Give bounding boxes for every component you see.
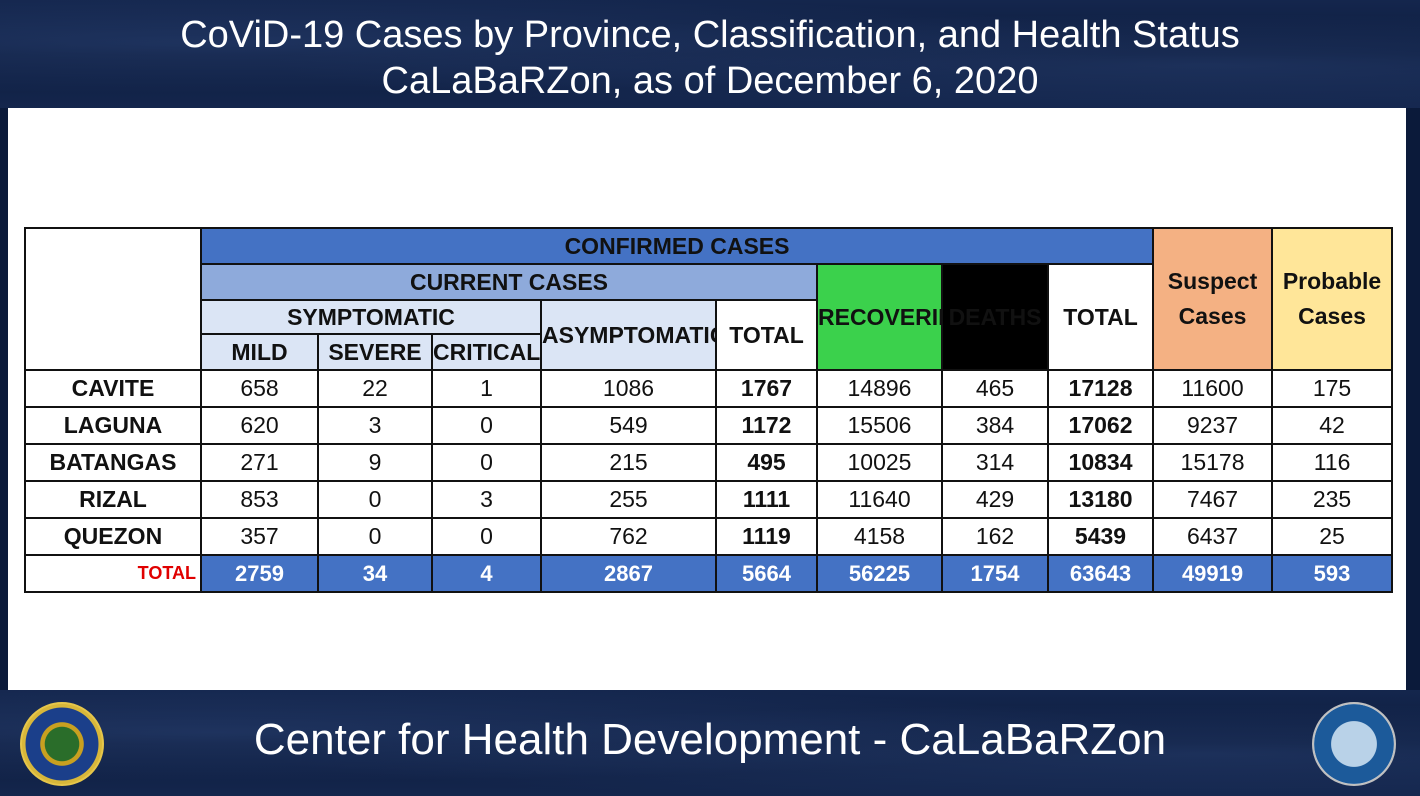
total-current-cell: 1119 xyxy=(715,517,818,556)
total-cell: 10834 xyxy=(1046,443,1155,482)
asymptomatic-cell: 549 xyxy=(540,406,717,445)
table-row: RIZAL 853 0 3 255 1111 11640 429 13180 7… xyxy=(24,480,1394,519)
symptomatic-header: SYMPTOMATIC xyxy=(200,299,542,335)
deaths-cell: 429 xyxy=(941,480,1049,519)
province-name: BATANGAS xyxy=(24,443,202,482)
mild-cell: 658 xyxy=(200,369,319,408)
critical-total: 4 xyxy=(431,554,542,593)
asymptomatic-total: 2867 xyxy=(540,554,717,593)
deaths-cell: 465 xyxy=(941,369,1049,408)
header-banner: CoViD-19 Cases by Province, Classificati… xyxy=(0,0,1420,108)
probable-cell: 175 xyxy=(1271,369,1394,408)
probable-cases-header: Probable Cases xyxy=(1271,227,1394,371)
table-row: LAGUNA 620 3 0 549 1172 15506 384 17062 … xyxy=(24,406,1394,445)
severe-cell: 22 xyxy=(317,369,433,408)
critical-cell: 0 xyxy=(431,517,542,556)
suspect-cell: 9237 xyxy=(1152,406,1274,445)
total-current-total: 5664 xyxy=(715,554,818,593)
recoveries-cell: 10025 xyxy=(816,443,943,482)
mild-cell: 357 xyxy=(200,517,319,556)
total-cell: 17062 xyxy=(1046,406,1155,445)
severe-total: 34 xyxy=(317,554,433,593)
recoveries-cell: 11640 xyxy=(816,480,943,519)
suspect-cell: 6437 xyxy=(1152,517,1274,556)
mild-header: MILD xyxy=(200,333,319,371)
total-current-cell: 495 xyxy=(715,443,818,482)
table-row: CAVITE 658 22 1 1086 1767 14896 465 1712… xyxy=(24,369,1394,408)
deaths-total: 1754 xyxy=(941,554,1049,593)
recoveries-header: RECOVERIES xyxy=(816,263,943,371)
confirmed-cases-header: CONFIRMED CASES xyxy=(199,227,1155,265)
severe-cell: 0 xyxy=(317,517,433,556)
total-current-cell: 1111 xyxy=(715,480,818,519)
mild-cell: 620 xyxy=(200,406,319,445)
province-name: LAGUNA xyxy=(24,406,202,445)
asymptomatic-cell: 255 xyxy=(540,480,717,519)
page-subtitle: CaLaBaRZon, as of December 6, 2020 xyxy=(381,60,1039,102)
suspect-cases-header: Suspect Cases xyxy=(1152,227,1274,371)
asymptomatic-header: ASYMPTOMATIC xyxy=(540,299,717,371)
critical-cell: 3 xyxy=(431,480,542,519)
total-cell: 17128 xyxy=(1046,369,1155,408)
total-current-cell: 1767 xyxy=(715,369,818,408)
total-cell: 5439 xyxy=(1046,517,1155,556)
probable-cell: 116 xyxy=(1271,443,1394,482)
critical-cell: 0 xyxy=(431,406,542,445)
probable-total: 593 xyxy=(1271,554,1394,593)
table-row: BATANGAS 271 9 0 215 495 10025 314 10834… xyxy=(24,443,1394,482)
asymptomatic-cell: 762 xyxy=(540,517,717,556)
total-confirmed-header: TOTAL xyxy=(1046,263,1155,371)
page-title: CoViD-19 Cases by Province, Classificati… xyxy=(180,14,1240,56)
table-row: QUEZON 357 0 0 762 1119 4158 162 5439 64… xyxy=(24,517,1394,556)
confirmed-total: 63643 xyxy=(1046,554,1155,593)
severe-header: SEVERE xyxy=(317,333,433,371)
probable-cell: 42 xyxy=(1271,406,1394,445)
footer-title: Center for Health Development - CaLaBaRZ… xyxy=(253,715,1167,764)
suspect-cell: 15178 xyxy=(1152,443,1274,482)
deaths-cell: 162 xyxy=(941,517,1049,556)
total-cell: 13180 xyxy=(1046,480,1155,519)
footer-banner: Center for Health Development - CaLaBaRZ… xyxy=(0,690,1420,796)
total-current-header: TOTAL xyxy=(715,299,818,371)
mild-total: 2759 xyxy=(200,554,319,593)
asymptomatic-cell: 215 xyxy=(540,443,717,482)
chd-calabarzon-seal-icon xyxy=(1312,702,1396,786)
recoveries-cell: 4158 xyxy=(816,517,943,556)
cases-table: CONFIRMED CASES Suspect Cases Probable C… xyxy=(24,227,1394,593)
severe-cell: 3 xyxy=(317,406,433,445)
critical-cell: 1 xyxy=(431,369,542,408)
province-name: QUEZON xyxy=(24,517,202,556)
severe-cell: 9 xyxy=(317,443,433,482)
deaths-cell: 384 xyxy=(941,406,1049,445)
totals-label: TOTAL xyxy=(24,554,202,593)
mild-cell: 853 xyxy=(200,480,319,519)
critical-header: CRITICAL xyxy=(431,333,542,371)
total-current-cell: 1172 xyxy=(715,406,818,445)
recoveries-total: 56225 xyxy=(816,554,943,593)
mild-cell: 271 xyxy=(200,443,319,482)
province-header-blank xyxy=(24,227,202,371)
probable-cell: 25 xyxy=(1271,517,1394,556)
severe-cell: 0 xyxy=(317,480,433,519)
deaths-cell: 314 xyxy=(941,443,1049,482)
suspect-cell: 7467 xyxy=(1152,480,1274,519)
doh-seal-icon xyxy=(20,702,104,786)
asymptomatic-cell: 1086 xyxy=(540,369,717,408)
province-name: RIZAL xyxy=(24,480,202,519)
province-name: CAVITE xyxy=(24,369,202,408)
suspect-total: 49919 xyxy=(1152,554,1274,593)
suspect-cell: 11600 xyxy=(1152,369,1274,408)
probable-cell: 235 xyxy=(1271,480,1394,519)
recoveries-cell: 15506 xyxy=(816,406,943,445)
current-cases-header: CURRENT CASES xyxy=(200,263,818,301)
totals-row: TOTAL 2759 34 4 2867 5664 56225 1754 636… xyxy=(24,554,1394,593)
recoveries-cell: 14896 xyxy=(816,369,943,408)
critical-cell: 0 xyxy=(431,443,542,482)
deaths-header: DEATHS xyxy=(941,263,1049,371)
